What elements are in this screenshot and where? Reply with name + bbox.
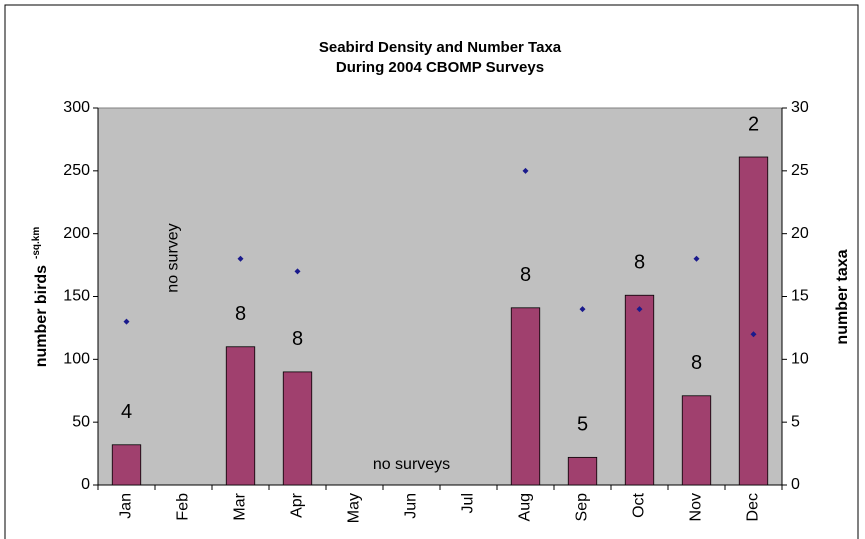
plot-area: [97, 107, 783, 486]
bar-label: 8: [292, 328, 303, 350]
x-tick-label: Jul: [460, 493, 477, 513]
taxa-point: [579, 306, 586, 313]
y2-tick-label: 25: [791, 162, 809, 179]
y2-tick-label: 15: [791, 288, 809, 305]
y-axis-label-sup: -sq.km: [31, 227, 42, 259]
x-tick-label: Jan: [118, 493, 135, 519]
taxa-point: [750, 331, 757, 338]
bar: [111, 444, 142, 486]
y-axis-label-text: number birds: [33, 265, 50, 367]
x-tick-label: May: [346, 493, 363, 523]
bar-label: 2: [748, 113, 759, 135]
y-tick-label: 50: [72, 413, 90, 430]
taxa-point: [522, 167, 529, 174]
x-tick-label: Jun: [403, 493, 420, 519]
bar: [738, 156, 769, 486]
y2-tick-label: 5: [791, 413, 800, 430]
bar-label: 5: [577, 414, 588, 436]
bar-label: 8: [235, 303, 246, 325]
x-tick-label: Mar: [232, 492, 249, 520]
bar: [282, 371, 313, 486]
y2-tick-label: 20: [791, 225, 809, 242]
x-tick-label: Dec: [745, 493, 762, 521]
taxa-point: [693, 255, 700, 262]
y2-tick-label: 10: [791, 351, 809, 368]
y2-tick-label: 30: [791, 99, 809, 116]
y2-axis-label: number taxa: [834, 249, 851, 344]
bar-label: 8: [691, 352, 702, 374]
chart-subtitle: During 2004 CBOMP Surveys: [336, 59, 544, 76]
bar-label: 4: [121, 401, 132, 423]
x-tick-label: Oct: [631, 492, 648, 517]
x-tick-label: Feb: [175, 493, 192, 521]
bar: [624, 294, 655, 486]
annotation: no survey: [165, 223, 182, 292]
bar: [567, 456, 598, 486]
x-tick-label: Sep: [574, 493, 591, 522]
y2-tick-label: 0: [791, 476, 800, 493]
taxa-point: [294, 268, 301, 275]
x-tick-label: Apr: [289, 492, 306, 518]
bar: [225, 346, 256, 486]
y-tick-label: 100: [63, 351, 90, 368]
annotation: no surveys: [373, 456, 450, 473]
y-tick-label: 0: [81, 476, 90, 493]
y-tick-label: 200: [63, 225, 90, 242]
bar-label: 8: [520, 264, 531, 286]
bar: [510, 307, 541, 486]
y-tick-label: 250: [63, 162, 90, 179]
x-tick-label: Nov: [688, 493, 705, 521]
taxa-point: [123, 318, 130, 325]
bar: [681, 395, 712, 486]
taxa-point: [237, 255, 244, 262]
y-tick-label: 300: [63, 99, 90, 116]
chart-title: Seabird Density and Number Taxa: [319, 39, 562, 56]
bar-label: 8: [634, 252, 645, 274]
y-axis-label: number birds -sq.km: [31, 227, 51, 368]
x-tick-label: Aug: [517, 493, 534, 521]
taxa-point: [636, 306, 643, 313]
y-tick-label: 150: [63, 288, 90, 305]
